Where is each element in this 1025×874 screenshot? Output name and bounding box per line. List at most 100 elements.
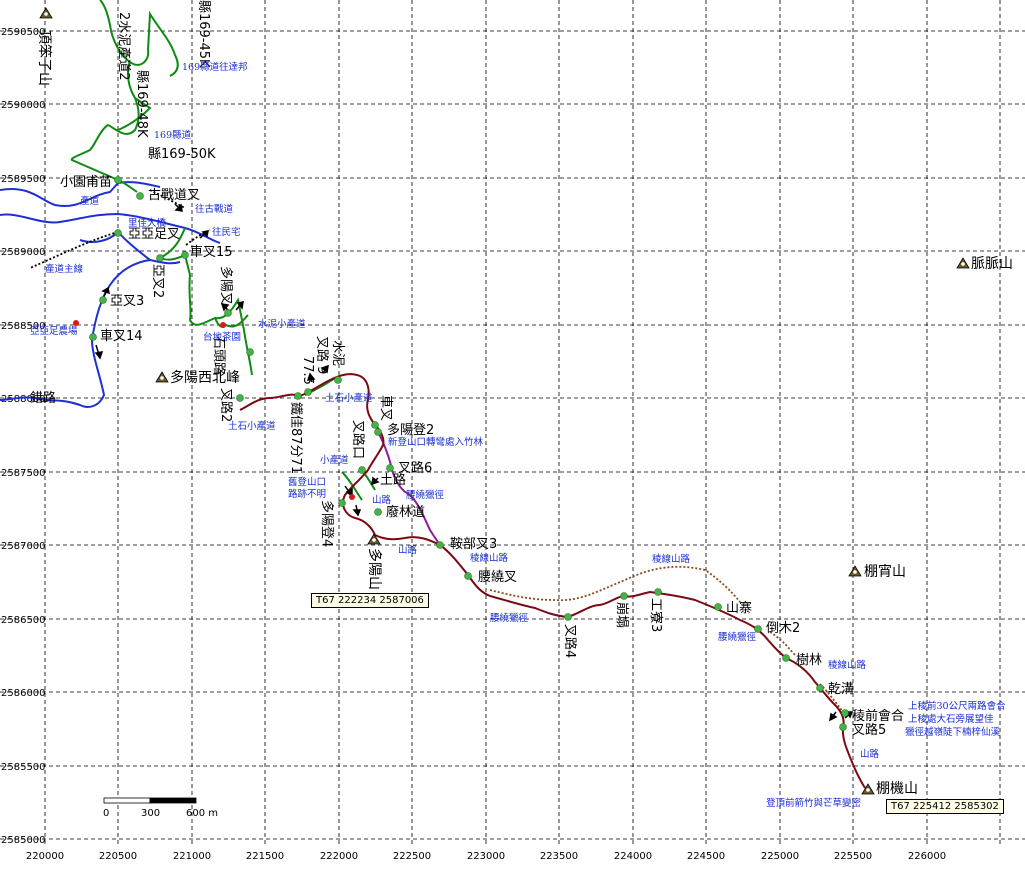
peak-icon (848, 565, 862, 577)
waypoint-label: 叉路 9 (314, 336, 330, 374)
red-dot (73, 320, 79, 326)
blue-annotation: 腰繞獵徑 (718, 631, 757, 643)
waypoint-label: 車叉15 (190, 245, 233, 260)
peak-markers (39, 7, 970, 795)
waypoint-label: 倒木2 (766, 621, 800, 636)
red-dot (349, 494, 355, 500)
waypoint-label: 叉路口 (350, 420, 366, 459)
blue-annotation: 稜線山路 (828, 659, 867, 671)
peak-label: 多陽山 (366, 548, 383, 590)
waypoint-label: 亞叉3 (110, 294, 144, 309)
blue-annotation: 腰繞獵徑 (406, 489, 445, 501)
blue-annotation: 169縣道 (154, 129, 192, 141)
waypoint-dot (839, 723, 847, 731)
x-tick: 223500 (540, 851, 578, 862)
waypoint-label: 小園甫苗 (60, 175, 112, 190)
x-tick: 223000 (467, 851, 505, 862)
waypoint-labels: 2水泥產道2 縣169-45K 縣169-48K 縣169-50K 小園甫苗 古… (30, 0, 904, 738)
blue-annotation: 土石小產道 (325, 392, 373, 404)
scale-label-zero: 0 (103, 808, 109, 819)
dotted-alt-track (489, 565, 844, 713)
coordinate-box: T67 225412 2585302 (886, 799, 1004, 814)
peak-label: 頂笨子山 (36, 30, 52, 86)
waypoint-dot (654, 588, 662, 596)
waypoint-dot (620, 592, 628, 600)
waypoint-label: 縣169-45K (196, 0, 211, 68)
y-tick: 2589000 (1, 247, 46, 258)
peak-label: 多陽西北峰 (170, 369, 240, 386)
peak-icon (367, 533, 381, 545)
x-tick: 225000 (761, 851, 799, 862)
x-tick: 222500 (393, 851, 431, 862)
main-route-track (239, 373, 866, 789)
blue-annotation: 登頂前箭竹與芒草變密 (766, 797, 862, 809)
blue-annotation: 小產道 (320, 454, 349, 466)
blue-annotation: 山路 (398, 544, 418, 556)
y-tick: 2588000 (1, 394, 46, 405)
waypoint-dot (386, 464, 394, 472)
blue-annotations: 169縣道往達邦 169縣道 產道 往古戰道 里佳大橋 往民宅 產道主線 亞亞足… (30, 61, 1006, 809)
purple-track (377, 431, 441, 546)
peak-icon (155, 371, 169, 383)
blue-annotation: 169縣道往達邦 (182, 61, 248, 73)
waypoint-label: 車叉14 (100, 329, 143, 344)
direction-arrows (94, 203, 854, 722)
waypoint-label: 2水泥產道2 (116, 12, 132, 81)
waypoint-label: 土路 (380, 472, 406, 488)
blue-annotation: 土石小產道 (228, 420, 276, 432)
waypoint-dot (136, 192, 144, 200)
blue-annotation: 新登山口轉彎處入竹林 (388, 436, 484, 448)
blue-annotation: 稜線山路 (652, 553, 691, 565)
waypoint-dot (371, 421, 379, 429)
waypoint-dot (564, 613, 572, 621)
peak-icon (956, 257, 970, 269)
scale-label-end: 600 m (186, 808, 218, 819)
waypoint-label: 水泥 (330, 340, 345, 366)
waypoint-label: 腰繞叉 (478, 570, 517, 585)
waypoint-dot (156, 254, 164, 262)
waypoint-dot (99, 296, 107, 304)
peak-icon (39, 7, 53, 19)
waypoint-dot (374, 508, 382, 516)
peak-label: 脈脈山 (971, 256, 1013, 272)
waypoint-dot (114, 229, 122, 237)
y-tick: 2590000 (1, 100, 46, 111)
x-tick: 220000 (26, 851, 64, 862)
blue-annotation: 舊登山口 (288, 476, 326, 488)
blue-annotation: 水泥小產道 (258, 318, 306, 330)
x-tick: 221000 (173, 851, 211, 862)
waypoint-dot (782, 654, 790, 662)
blue-annotation: 里佳大橋 (128, 217, 167, 229)
waypoint-label: 稜前會合 (852, 708, 904, 724)
waypoint-label: 叉路4 (562, 624, 578, 658)
blue-annotation: 亞亞足農場 (30, 325, 78, 337)
waypoint-dot (464, 572, 472, 580)
peak-label: 棚機山 (876, 781, 918, 797)
waypoint-dot (436, 541, 444, 549)
red-dot (220, 322, 226, 328)
y-tick: 2588500 (1, 321, 46, 332)
waypoint-dot (374, 428, 382, 436)
waypoint-label: 古戰道叉 (148, 188, 200, 203)
y-tick: 2586500 (1, 615, 46, 626)
waypoint-dot (338, 499, 346, 507)
blue-annotation: 山路 (860, 748, 880, 760)
peak-label: 棚宵山 (864, 563, 906, 580)
waypoint-label: 叉路2 (218, 388, 234, 422)
scale-label-mid: 300 (141, 808, 160, 819)
waypoint-dot (89, 333, 97, 341)
x-tick: 225500 (834, 851, 872, 862)
waypoint-dot (714, 603, 722, 611)
waypoint-dot (816, 684, 824, 692)
x-tick: 224000 (614, 851, 652, 862)
waypoint-dot (754, 625, 762, 633)
waypoint-label: 乾溝 (828, 682, 854, 697)
waypoint-label: 叉路5 (852, 722, 886, 738)
waypoint-label: 石頭路 (211, 336, 227, 375)
waypoint-label: 縣169-50K (148, 147, 216, 162)
blue-annotation: 上稜處大石旁展望佳 (908, 713, 994, 725)
waypoint-label: 多陽登2 (387, 422, 434, 438)
waypoint-label: 多陽登4 (319, 500, 335, 547)
waypoint-label: 亞亞足叉 (128, 227, 180, 242)
